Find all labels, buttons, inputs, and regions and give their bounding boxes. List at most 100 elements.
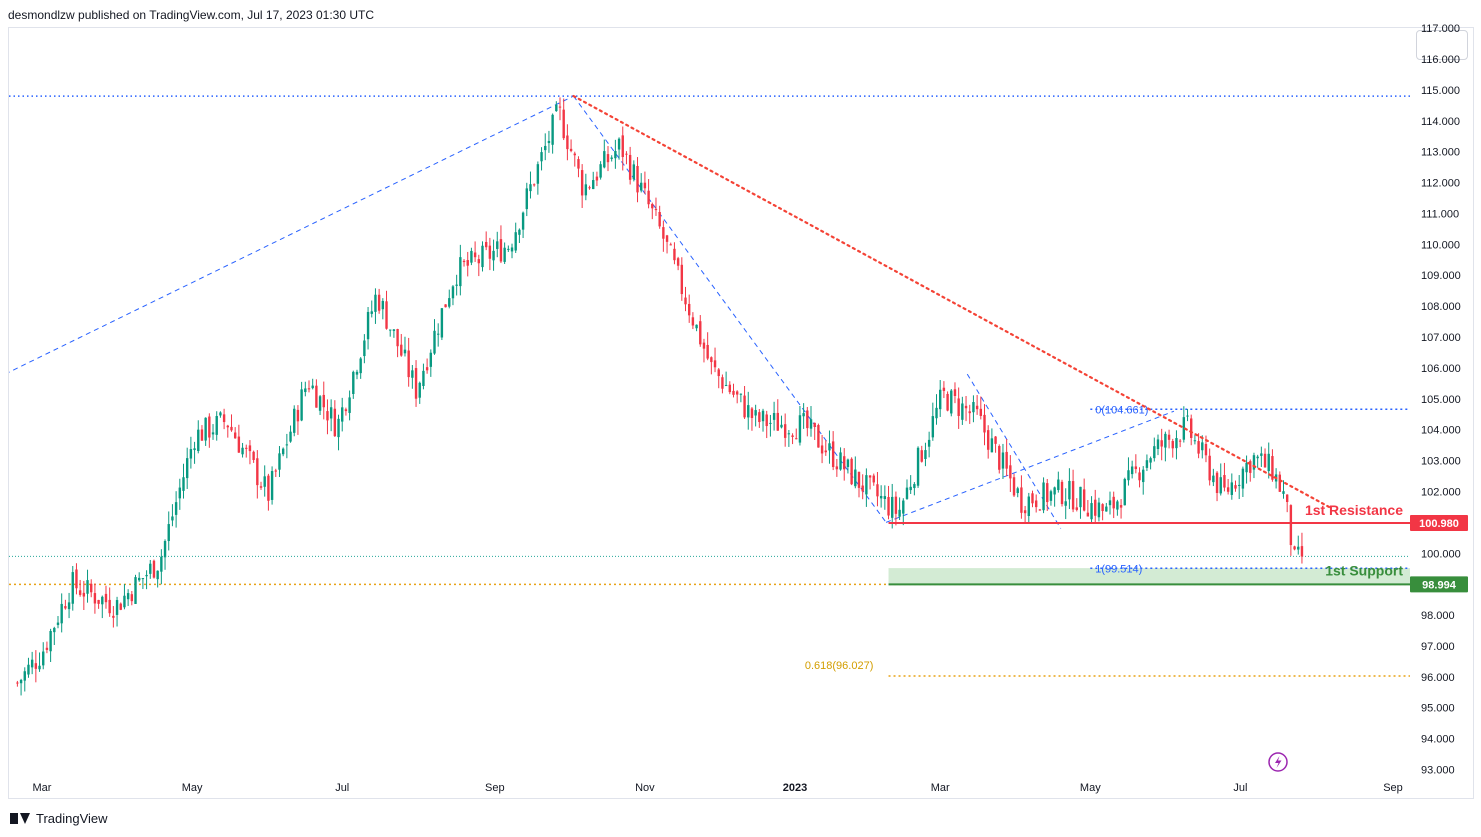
candle-body bbox=[274, 470, 277, 472]
candle-body bbox=[1112, 496, 1115, 509]
candle-body bbox=[1060, 481, 1064, 505]
candle-body bbox=[38, 665, 41, 670]
candle-body bbox=[300, 389, 303, 421]
candle-body bbox=[1079, 486, 1082, 508]
candle-body bbox=[470, 250, 473, 263]
candle-body bbox=[972, 402, 975, 413]
candle-body bbox=[1090, 503, 1093, 520]
candle-body bbox=[1038, 509, 1042, 511]
y-axis-tick-label: 111.000 bbox=[1421, 208, 1459, 220]
candle-body bbox=[1215, 472, 1219, 494]
tradingview-branding[interactable]: TradingView bbox=[10, 811, 108, 826]
candle-body bbox=[488, 245, 492, 259]
y-axis-tick-label: 98.000 bbox=[1421, 610, 1455, 622]
candle-body bbox=[403, 349, 407, 354]
candle-body bbox=[573, 153, 576, 156]
candle-body bbox=[898, 509, 901, 517]
candle-body bbox=[843, 456, 846, 470]
plot-area: 0(104.661) 1(99.514) 0.618(96.027) 1st Resi… bbox=[9, 94, 1410, 696]
candle-body bbox=[355, 371, 359, 375]
candle-body bbox=[569, 148, 573, 151]
candle-body bbox=[1219, 477, 1222, 494]
candle-body bbox=[1057, 479, 1060, 491]
candle-body bbox=[555, 104, 558, 112]
candle-body bbox=[684, 297, 687, 305]
candle-body bbox=[163, 541, 167, 558]
candle-body bbox=[285, 444, 289, 446]
candle-body bbox=[1086, 512, 1090, 517]
candle-body bbox=[422, 370, 425, 387]
candle-body bbox=[739, 393, 743, 395]
candle-body bbox=[621, 135, 624, 158]
support-price-badge-text: 98.994 bbox=[1422, 579, 1457, 591]
candle-body bbox=[341, 407, 344, 422]
resistance-price-badge-bg bbox=[1410, 514, 1468, 531]
candle-body bbox=[1164, 433, 1167, 448]
candle-body bbox=[691, 317, 695, 326]
candle-body bbox=[1234, 485, 1237, 489]
candle-body bbox=[1049, 491, 1053, 501]
candle-body bbox=[887, 496, 890, 516]
candle-body bbox=[1127, 470, 1130, 481]
candle-body bbox=[484, 241, 488, 248]
candle-body bbox=[219, 412, 222, 416]
publisher-caption: desmondlzw published on TradingView.com,… bbox=[8, 8, 374, 22]
candle-body bbox=[850, 458, 853, 485]
candle-body bbox=[444, 304, 447, 308]
candle-body bbox=[1097, 502, 1101, 518]
candle-body bbox=[211, 432, 215, 435]
resistance-price-badge-text: 100.980 bbox=[1419, 518, 1459, 530]
candle-body bbox=[377, 294, 381, 311]
lightning-icon-bolt bbox=[1275, 756, 1282, 768]
candle-body bbox=[1138, 472, 1141, 481]
candle-body bbox=[1064, 501, 1067, 506]
candle-body bbox=[647, 190, 650, 205]
candle-body bbox=[414, 368, 418, 399]
candle-body bbox=[1178, 440, 1182, 442]
candle-body bbox=[1031, 493, 1034, 504]
candle-body bbox=[654, 209, 658, 211]
candle-body bbox=[924, 450, 927, 460]
y-axis-tick-label: 94.000 bbox=[1421, 734, 1455, 746]
fib-0618-label: 0.618(96.027) bbox=[805, 660, 874, 672]
downtrend-line bbox=[572, 94, 1331, 509]
candle-body bbox=[104, 593, 108, 603]
candle-body bbox=[957, 398, 960, 416]
y-axis-tick-label: 97.000 bbox=[1421, 641, 1455, 653]
candle-body bbox=[702, 342, 706, 349]
candle-body bbox=[78, 590, 82, 595]
candle-body bbox=[296, 409, 300, 422]
candle-body bbox=[1053, 487, 1056, 495]
candle-body bbox=[953, 389, 957, 396]
candle-body bbox=[883, 496, 887, 500]
chart-settings-box[interactable] bbox=[1416, 30, 1468, 60]
candle-body bbox=[400, 344, 403, 356]
candle-body bbox=[307, 388, 311, 390]
candle-body bbox=[798, 415, 802, 443]
candle-body bbox=[979, 408, 983, 416]
candle-body bbox=[1193, 440, 1197, 442]
candle-body bbox=[828, 443, 831, 451]
lightning-icon[interactable] bbox=[1268, 752, 1288, 772]
candle-body bbox=[813, 422, 816, 427]
candle-body bbox=[56, 622, 60, 625]
candle-body bbox=[831, 441, 835, 468]
candle-body bbox=[392, 329, 396, 331]
candle-body bbox=[462, 260, 466, 263]
candle-body bbox=[695, 324, 698, 329]
candle-body bbox=[333, 408, 337, 437]
candle-body bbox=[743, 395, 746, 418]
candle-body bbox=[968, 411, 971, 414]
candle-body bbox=[750, 408, 754, 418]
candle-body bbox=[916, 447, 920, 486]
y-axis-tick-label: 93.000 bbox=[1421, 765, 1455, 777]
candle-body bbox=[45, 647, 49, 650]
candle-body bbox=[776, 412, 779, 431]
candle-body bbox=[1167, 434, 1171, 440]
candle-body bbox=[1153, 446, 1156, 459]
candle-body bbox=[1190, 418, 1193, 438]
candle-body bbox=[374, 294, 377, 312]
candle-body bbox=[658, 211, 661, 227]
candle-body bbox=[71, 572, 74, 604]
